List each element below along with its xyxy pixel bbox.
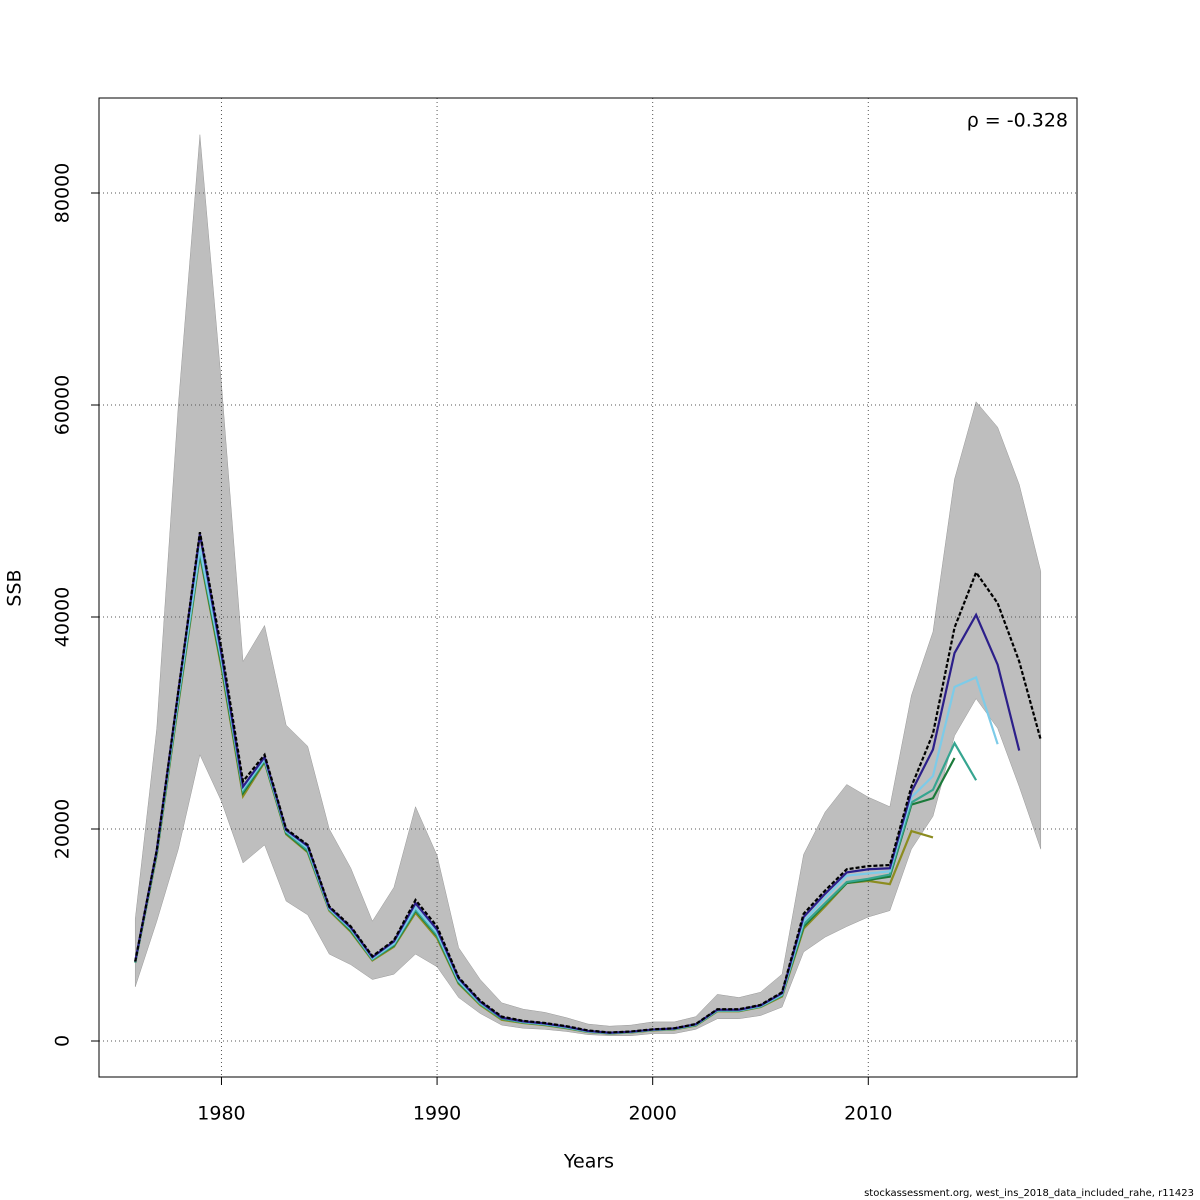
y-tick-label: 20000 (52, 799, 74, 859)
x-axis-label: Years (563, 1151, 614, 1173)
y-tick-label: 40000 (52, 587, 74, 647)
y-axis-label: SSB (4, 569, 26, 606)
y-tick-label: 60000 (52, 375, 74, 435)
plot-frame (98, 97, 1078, 1078)
y-tick-label: 0 (52, 1035, 74, 1047)
x-tick-label: 2000 (629, 1103, 677, 1125)
confidence-band (134, 134, 1042, 1036)
annotation: ρ = -0.328 (967, 110, 1068, 132)
y-tick-label: 80000 (52, 163, 74, 223)
footer: stockassessment.org, west_ins_2018_data_… (864, 1188, 1194, 1199)
x-tick-label: 1990 (413, 1103, 461, 1125)
series-line (134, 531, 1042, 1034)
x-tick-label: 1980 (197, 1103, 245, 1125)
x-tick-label: 2010 (844, 1103, 892, 1125)
